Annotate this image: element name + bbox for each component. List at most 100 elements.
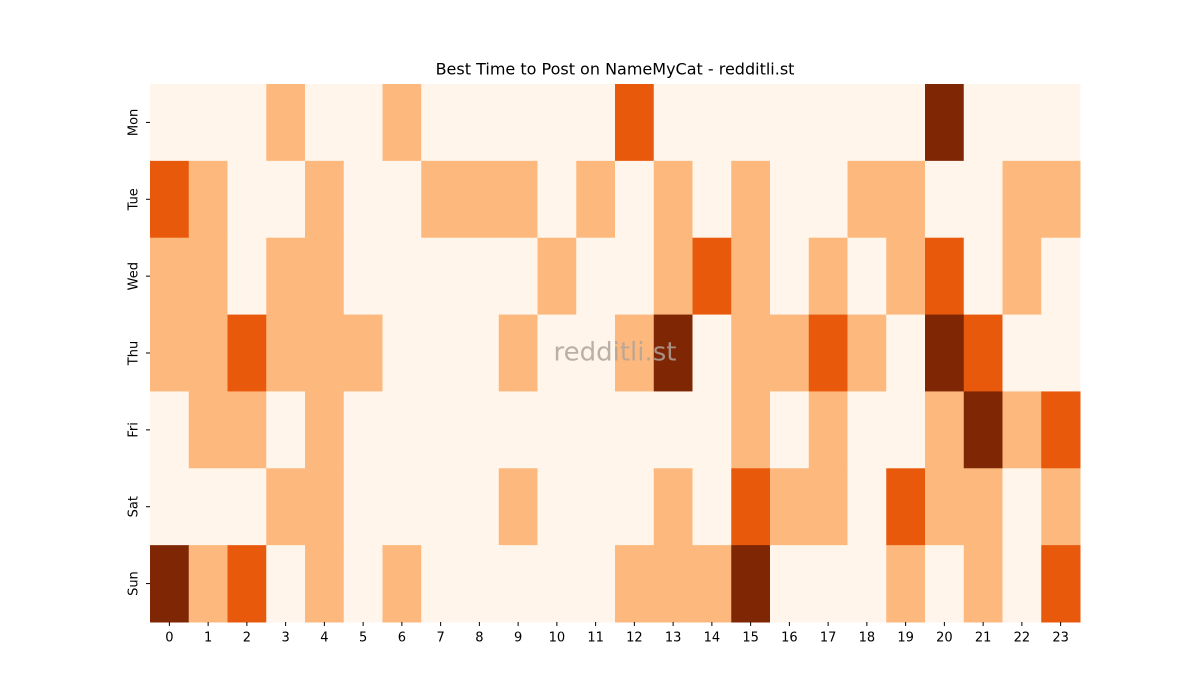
heatmap-cell	[537, 314, 577, 392]
heatmap-cell	[382, 468, 422, 546]
heatmap-cell	[1041, 84, 1081, 162]
heatmap-cell	[460, 237, 500, 316]
heatmap-cell	[343, 545, 383, 623]
heatmap-cell	[847, 237, 887, 316]
y-tick-label: Sun	[127, 571, 142, 596]
heatmap-cell	[227, 314, 267, 392]
heatmap-cell	[188, 545, 228, 623]
x-tick-label: 13	[665, 631, 682, 646]
heatmap-cell	[731, 391, 771, 469]
heatmap-cell	[576, 237, 616, 316]
heatmap-cell	[1041, 237, 1081, 316]
heatmap-cell	[498, 391, 538, 469]
heatmap-cell	[150, 84, 190, 162]
heatmap-cell	[808, 84, 848, 162]
heatmap-cell	[537, 391, 577, 469]
heatmap-cell	[227, 160, 267, 239]
heatmap-cell	[963, 84, 1003, 162]
heatmap-cell	[808, 237, 848, 316]
heatmap-cell	[188, 237, 228, 316]
heatmap-cell	[460, 391, 500, 469]
x-tick-label: 10	[549, 631, 566, 646]
heatmap-cell	[576, 84, 616, 162]
heatmap-cell	[925, 468, 965, 546]
x-tick-label: 4	[320, 631, 328, 646]
heatmap-cell	[150, 237, 190, 316]
heatmap-cell	[615, 545, 655, 623]
x-tick-label: 14	[704, 631, 721, 646]
heatmap-cell	[266, 314, 306, 392]
x-tick-label: 23	[1052, 631, 1069, 646]
y-tick-label: Tue	[127, 188, 142, 211]
heatmap-cell	[421, 468, 461, 546]
heatmap-cell	[150, 391, 190, 469]
heatmap-cell	[615, 237, 655, 316]
heatmap-cell	[188, 391, 228, 469]
heatmap-cell	[847, 391, 887, 469]
x-tick-label: 22	[1014, 631, 1031, 646]
heatmap-cell	[498, 314, 538, 392]
heatmap-cell	[460, 468, 500, 546]
heatmap-cell	[576, 160, 616, 239]
heatmap-cell	[692, 237, 732, 316]
heatmap-cell	[421, 160, 461, 239]
heatmap-cell	[1002, 84, 1042, 162]
heatmap-cell	[731, 314, 771, 392]
heatmap-cell	[692, 468, 732, 546]
heatmap-cell	[305, 468, 345, 546]
heatmap-cell	[460, 314, 500, 392]
heatmap-cell	[731, 237, 771, 316]
heatmap-cell	[537, 237, 577, 316]
heatmap-cell	[692, 160, 732, 239]
heatmap-cell	[731, 160, 771, 239]
heatmap-cell	[266, 84, 306, 162]
heatmap-cell	[343, 160, 383, 239]
heatmap-cell	[498, 84, 538, 162]
heatmap-cell	[770, 237, 810, 316]
x-tick-label: 7	[436, 631, 444, 646]
heatmap-cell	[653, 314, 693, 392]
heatmap-cell	[421, 84, 461, 162]
heatmap-cell	[305, 237, 345, 316]
heatmap-cell	[847, 545, 887, 623]
heatmap-cell	[615, 314, 655, 392]
heatmap-cell	[460, 84, 500, 162]
heatmap-cell	[498, 237, 538, 316]
heatmap-cell	[1002, 468, 1042, 546]
heatmap-cell	[808, 545, 848, 623]
heatmap-cell	[150, 468, 190, 546]
x-tick-label: 6	[398, 631, 406, 646]
heatmap-cell	[1041, 391, 1081, 469]
heatmap-cell	[886, 391, 926, 469]
heatmap-cell	[537, 545, 577, 623]
heatmap-cell	[615, 84, 655, 162]
heatmap-cell	[731, 84, 771, 162]
heatmap-cell	[1041, 468, 1081, 546]
heatmap-cell	[847, 84, 887, 162]
x-tick-label: 19	[897, 631, 914, 646]
heatmap-cell	[886, 84, 926, 162]
heatmap-cell	[886, 160, 926, 239]
x-tick-label: 17	[820, 631, 837, 646]
heatmap-cell	[886, 468, 926, 546]
heatmap-cell	[305, 160, 345, 239]
heatmap-cell	[808, 391, 848, 469]
chart-title: Best Time to Post on NameMyCat - redditl…	[436, 60, 795, 79]
heatmap-cell	[227, 468, 267, 546]
heatmap-cell	[692, 314, 732, 392]
x-tick-label: 0	[165, 631, 173, 646]
heatmap-cell	[615, 160, 655, 239]
heatmap-cell	[227, 84, 267, 162]
y-tick-label: Mon	[127, 109, 142, 136]
heatmap-cell	[266, 391, 306, 469]
heatmap-cell	[770, 160, 810, 239]
heatmap-cell	[576, 545, 616, 623]
heatmap-cell	[925, 391, 965, 469]
heatmap-cell	[925, 314, 965, 392]
heatmap-cell	[382, 160, 422, 239]
heatmap-cell	[963, 160, 1003, 239]
heatmap-cells	[150, 84, 1081, 623]
heatmap-cell	[343, 314, 383, 392]
heatmap-cell	[1002, 160, 1042, 239]
